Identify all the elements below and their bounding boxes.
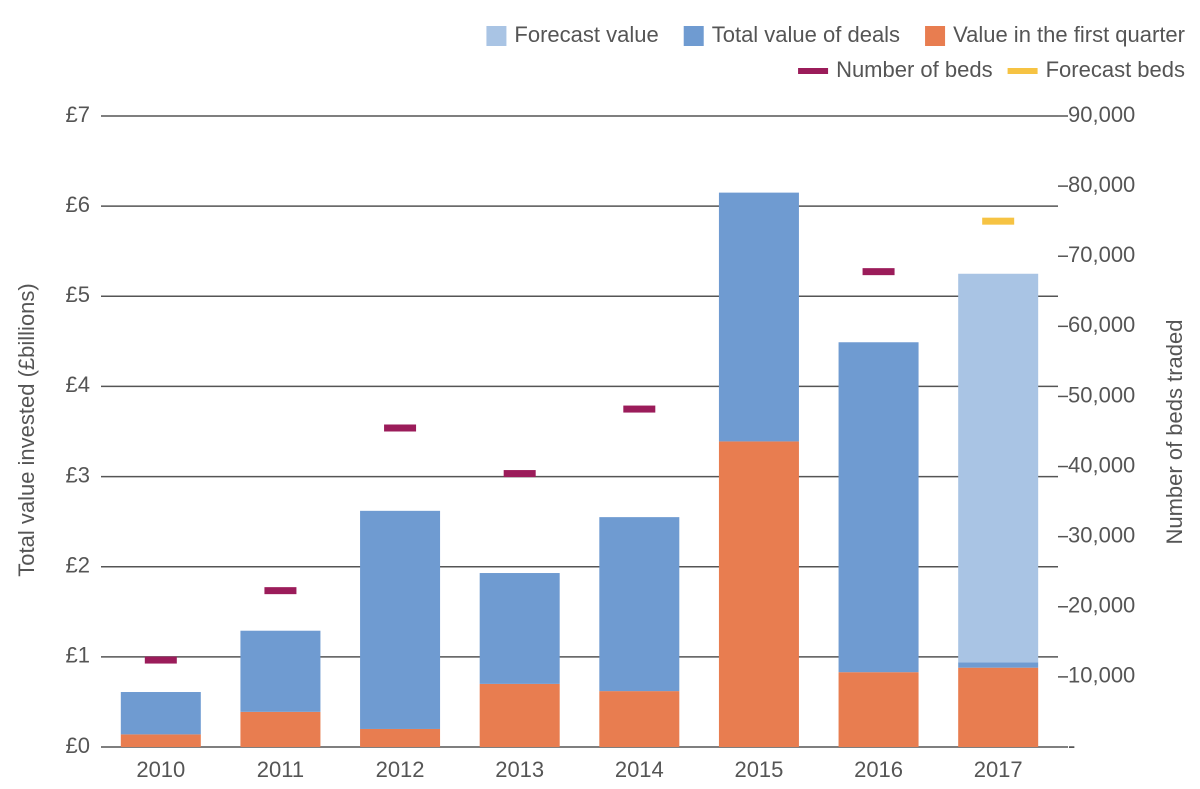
bar-segment — [360, 728, 441, 747]
bed-marker — [264, 587, 297, 595]
y2-tick-label: 90,000 — [1068, 102, 1135, 127]
bar-segment — [958, 667, 1039, 747]
bed-marker — [982, 217, 1015, 225]
x-tick-label: 2014 — [615, 757, 664, 782]
y2-tick-label: 60,000 — [1068, 312, 1135, 337]
legend-label: Number of beds — [836, 57, 993, 82]
y-tick-label: £2 — [66, 553, 90, 578]
x-tick-label: 2011 — [257, 757, 304, 782]
legend-swatch — [683, 26, 704, 46]
legend-label: Forecast beds — [1046, 57, 1185, 82]
y2-tick-label: 80,000 — [1068, 172, 1135, 197]
bar-segment — [360, 510, 441, 729]
legend-label: Forecast value — [514, 22, 658, 47]
legend-swatch — [1007, 68, 1038, 74]
x-tick-label: 2013 — [495, 757, 544, 782]
y2-tick-label: 10,000 — [1068, 663, 1135, 688]
y2-tick-label: 70,000 — [1068, 242, 1135, 267]
legend-swatch — [925, 26, 946, 46]
y2-tick-label: 20,000 — [1068, 593, 1135, 618]
y2-tick-label: 40,000 — [1068, 452, 1135, 477]
y-tick-label: £1 — [66, 643, 90, 668]
y-tick-label: £4 — [66, 372, 90, 397]
legend-label: Total value of deals — [712, 22, 900, 47]
bar-segment — [479, 683, 560, 747]
y-tick-label: £5 — [66, 282, 90, 307]
bar-segment — [838, 672, 919, 747]
x-tick-label: 2010 — [136, 757, 185, 782]
y-tick-label: £0 — [66, 733, 90, 758]
bar-segment — [838, 342, 919, 673]
legend-swatch — [798, 68, 829, 74]
bar-segment — [240, 711, 321, 747]
bar-segment — [958, 273, 1039, 663]
bar-segment — [718, 192, 799, 442]
y2-tick-label: 50,000 — [1068, 382, 1135, 407]
y-axis-label: Total value invested (£billions) — [14, 283, 39, 577]
bar-segment — [120, 734, 201, 747]
bed-marker — [144, 656, 177, 664]
bed-marker — [623, 405, 656, 413]
legend-swatch — [486, 26, 507, 46]
y-tick-label: £3 — [66, 462, 90, 487]
bed-marker — [503, 470, 536, 478]
bar-segment — [479, 573, 560, 684]
x-tick-label: 2012 — [376, 757, 425, 782]
bed-marker — [384, 424, 417, 432]
y2-tick-label: - — [1068, 733, 1075, 758]
bed-marker — [862, 268, 895, 276]
bar-segment — [599, 691, 680, 747]
bar-segment — [120, 692, 201, 735]
x-tick-label: 2017 — [974, 757, 1023, 782]
y2-axis-label: Number of beds traded — [1162, 319, 1187, 544]
legend-label: Value in the first quarter — [953, 22, 1185, 47]
bar-segment — [240, 630, 321, 712]
bar-segment — [718, 441, 799, 747]
y-tick-label: £6 — [66, 192, 90, 217]
y-tick-label: £7 — [66, 102, 90, 127]
y2-tick-label: 30,000 — [1068, 522, 1135, 547]
bar-segment — [599, 517, 680, 692]
x-tick-label: 2016 — [854, 757, 903, 782]
x-tick-label: 2015 — [734, 757, 783, 782]
bar-segment — [958, 662, 1039, 668]
